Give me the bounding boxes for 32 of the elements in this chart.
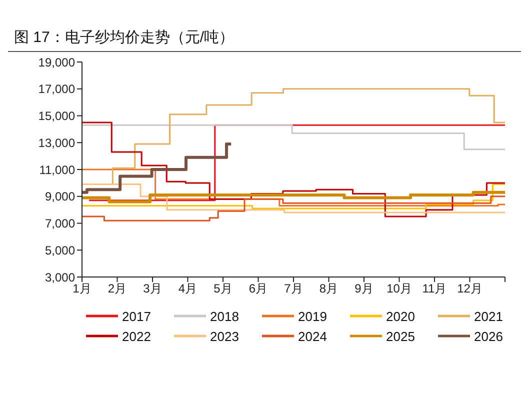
legend-label: 2025	[386, 328, 415, 344]
legend-label: 2026	[474, 328, 503, 344]
x-tick-label: 4月	[178, 282, 198, 296]
x-tick-label: 1月	[72, 282, 92, 296]
y-tick-label: 13,000	[38, 136, 76, 150]
legend-label: 2019	[298, 308, 327, 324]
y-tick-label: 19,000	[38, 55, 76, 70]
legend-label: 2017	[122, 308, 151, 324]
legend-label: 2020	[386, 308, 415, 324]
chart-title: 图 17：电子纱均价走势（元/吨）	[8, 8, 521, 52]
x-tick-label: 9月	[354, 282, 374, 296]
y-tick-label: 11,000	[39, 162, 76, 177]
y-tick-label: 9,000	[44, 190, 76, 204]
x-tick-label: 11月	[422, 282, 447, 296]
y-tick-label: 7,000	[44, 216, 76, 231]
x-tick-label: 2月	[108, 282, 127, 296]
x-tick-label: 7月	[284, 282, 303, 296]
legend-label: 2022	[122, 328, 151, 344]
x-tick-label: 8月	[319, 282, 338, 296]
x-tick-label: 6月	[248, 282, 268, 296]
legend-label: 2023	[210, 328, 239, 344]
legend-label: 2024	[298, 328, 327, 344]
x-tick-label: 5月	[214, 282, 232, 296]
x-tick-label: 3月	[143, 282, 162, 296]
y-tick-label: 15,000	[38, 109, 76, 124]
legend-label: 2021	[474, 308, 503, 324]
legend-label: 2018	[210, 308, 239, 324]
y-tick-label: 17,000	[38, 82, 76, 96]
x-tick-label: 10月	[386, 282, 412, 296]
y-tick-label: 5,000	[44, 243, 76, 258]
x-tick-label: 12月	[457, 282, 482, 296]
y-tick-label: 3,000	[44, 270, 76, 284]
